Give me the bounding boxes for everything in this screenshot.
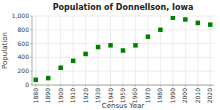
- tick-label: 1890: [44, 88, 51, 103]
- point: [208, 22, 213, 27]
- point: [196, 21, 201, 26]
- point: [171, 16, 176, 20]
- point: [83, 52, 88, 57]
- tick-label: 1970: [144, 88, 151, 103]
- point: [133, 43, 138, 48]
- point: [33, 78, 38, 83]
- tick-label: 1990: [169, 88, 176, 103]
- point: [71, 59, 76, 64]
- tick-label: 1880: [32, 88, 39, 103]
- tick-label: 800: [18, 26, 30, 33]
- tick-label: 1930: [94, 88, 101, 103]
- point: [58, 66, 63, 71]
- title: Population of Donnellson, Iowa: [53, 3, 194, 12]
- point: [108, 43, 113, 48]
- tick-label: 200: [18, 67, 30, 74]
- tick-label: 1980: [156, 88, 163, 103]
- grid-line: [35, 16, 36, 85]
- point: [96, 45, 101, 50]
- y-axis-label: Population: [1, 32, 9, 69]
- tick-label: 1950: [119, 88, 126, 103]
- tick-label: 1900: [57, 88, 64, 103]
- tick-label: 1910: [69, 88, 76, 103]
- grid-line: [160, 16, 161, 85]
- x-axis-label: Census Year: [102, 102, 145, 110]
- point: [146, 34, 151, 39]
- grid-line: [85, 16, 86, 85]
- chart: 0 200 400 600 800 1,000 1880 1890 1900 1910 1920 19…: [0, 0, 220, 110]
- grid-line: [98, 16, 99, 85]
- grid-line: [147, 16, 148, 85]
- grid-line: [48, 16, 49, 85]
- point: [46, 76, 51, 81]
- point: [183, 17, 188, 22]
- grid-line: [32, 85, 214, 86]
- grid-line: [60, 16, 61, 85]
- tick-label: 600: [18, 40, 30, 47]
- tick-label: 0: [25, 81, 29, 88]
- y-axis: [32, 16, 33, 85]
- tick-label: 2020: [206, 88, 213, 103]
- grid-line: [110, 16, 111, 85]
- tick-label: 1920: [82, 88, 89, 103]
- point: [158, 28, 163, 33]
- tick-label: 1960: [131, 88, 138, 103]
- points: [33, 16, 212, 82]
- tick-label: 1940: [107, 88, 114, 103]
- grid-line: [73, 16, 74, 85]
- point: [121, 48, 126, 53]
- grid-line: [185, 16, 186, 85]
- grid-line: [197, 16, 198, 85]
- tick-label: 2010: [194, 88, 201, 103]
- x-axis: [32, 85, 214, 86]
- grid-line: [135, 16, 136, 85]
- tick-label: 2000: [181, 88, 188, 103]
- grid-line: [172, 16, 173, 85]
- tick-label: 400: [18, 53, 30, 60]
- tick-label: 1,000: [12, 12, 29, 19]
